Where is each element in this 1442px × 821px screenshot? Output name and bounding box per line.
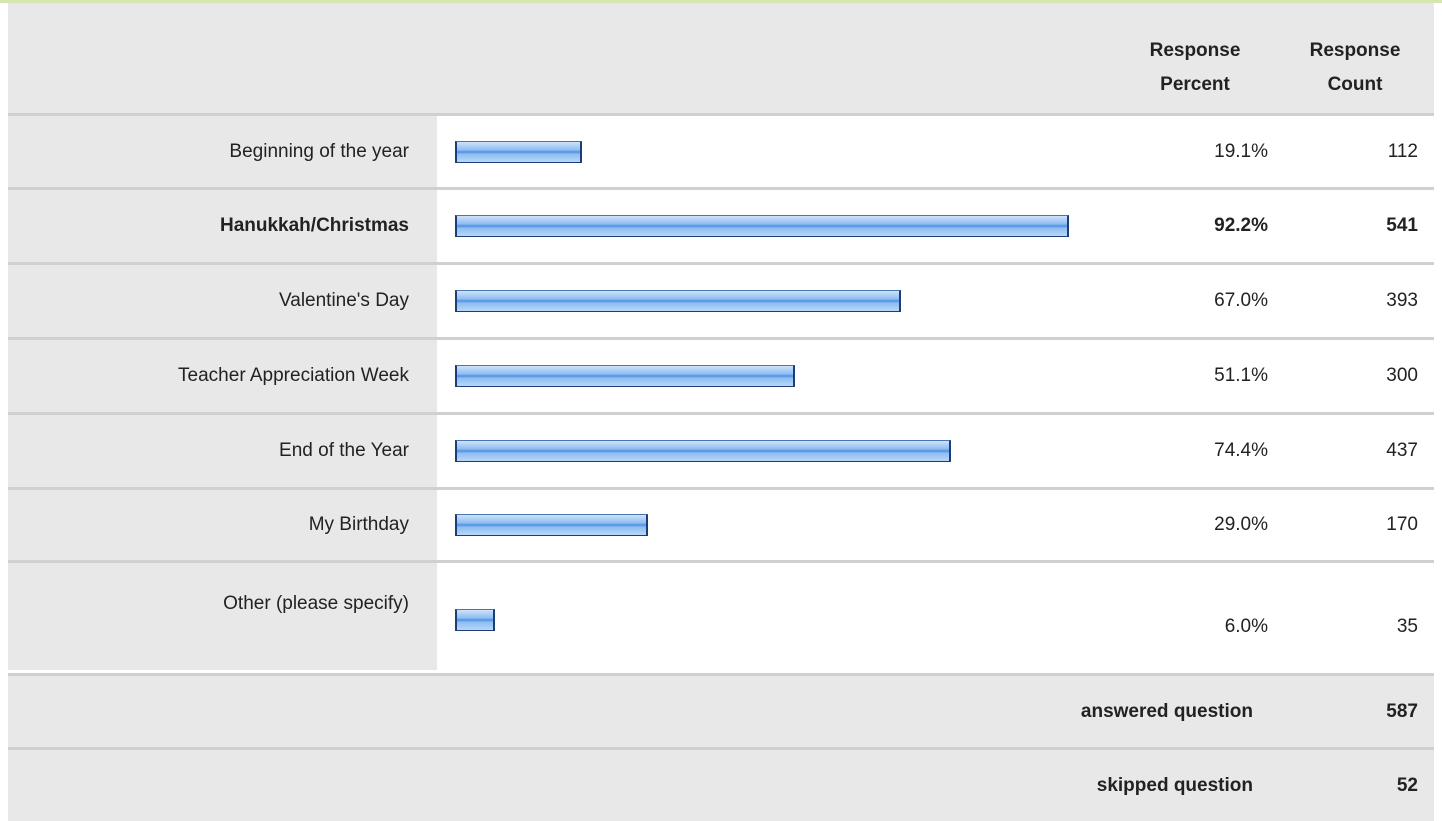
row-label: Beginning of the year	[8, 116, 437, 187]
footer-count: 587	[1386, 701, 1418, 722]
row-separator	[8, 113, 1434, 116]
row-label: Valentine's Day	[8, 265, 437, 337]
count-text: 541	[1386, 215, 1418, 236]
percent-bar	[455, 290, 902, 312]
count-text: 112	[1387, 140, 1418, 162]
percent-bar	[455, 440, 951, 462]
percent-text: 74.4%	[1214, 440, 1268, 461]
header-bg	[8, 3, 1434, 113]
header-count: Response Count	[1309, 40, 1401, 95]
percent-bar	[455, 609, 495, 631]
row-label: Hanukkah/Christmas	[8, 190, 437, 262]
row-separator	[8, 673, 1434, 676]
percent-text: 92.2%	[1214, 215, 1268, 236]
footer-label: answered question	[1080, 701, 1253, 722]
percent-text: 6.0%	[1224, 615, 1268, 637]
header-percent: Response Percent	[1149, 40, 1241, 95]
row-separator	[8, 262, 1434, 265]
footer-bg	[8, 750, 1434, 821]
percent-text: 19.1%	[1214, 140, 1268, 162]
row-separator	[8, 560, 1434, 563]
row-separator	[8, 337, 1434, 340]
percent-bar	[455, 140, 583, 163]
count-text: 437	[1386, 440, 1418, 461]
percent-bar	[455, 215, 1070, 237]
row-label: My Birthday	[8, 490, 437, 560]
footer-bg	[8, 676, 1434, 748]
row-separator	[8, 187, 1434, 190]
row-separator	[8, 747, 1434, 750]
percent-text: 51.1%	[1214, 365, 1268, 386]
footer-label: skipped question	[1096, 774, 1253, 796]
row-label: End of the Year	[8, 415, 437, 487]
row-label: Other (please specify)	[8, 563, 437, 670]
count-text: 35	[1396, 615, 1418, 637]
footer-count: 52	[1396, 774, 1418, 796]
count-text: 170	[1386, 514, 1418, 535]
percent-bar	[455, 365, 796, 387]
percent-bar	[455, 514, 649, 536]
count-text: 300	[1386, 365, 1418, 386]
row-separator	[8, 487, 1434, 490]
row-label: Teacher Appreciation Week	[8, 340, 437, 412]
row-separator	[8, 412, 1434, 415]
count-text: 393	[1386, 290, 1418, 311]
percent-text: 67.0%	[1214, 290, 1268, 311]
percent-text: 29.0%	[1214, 514, 1268, 535]
